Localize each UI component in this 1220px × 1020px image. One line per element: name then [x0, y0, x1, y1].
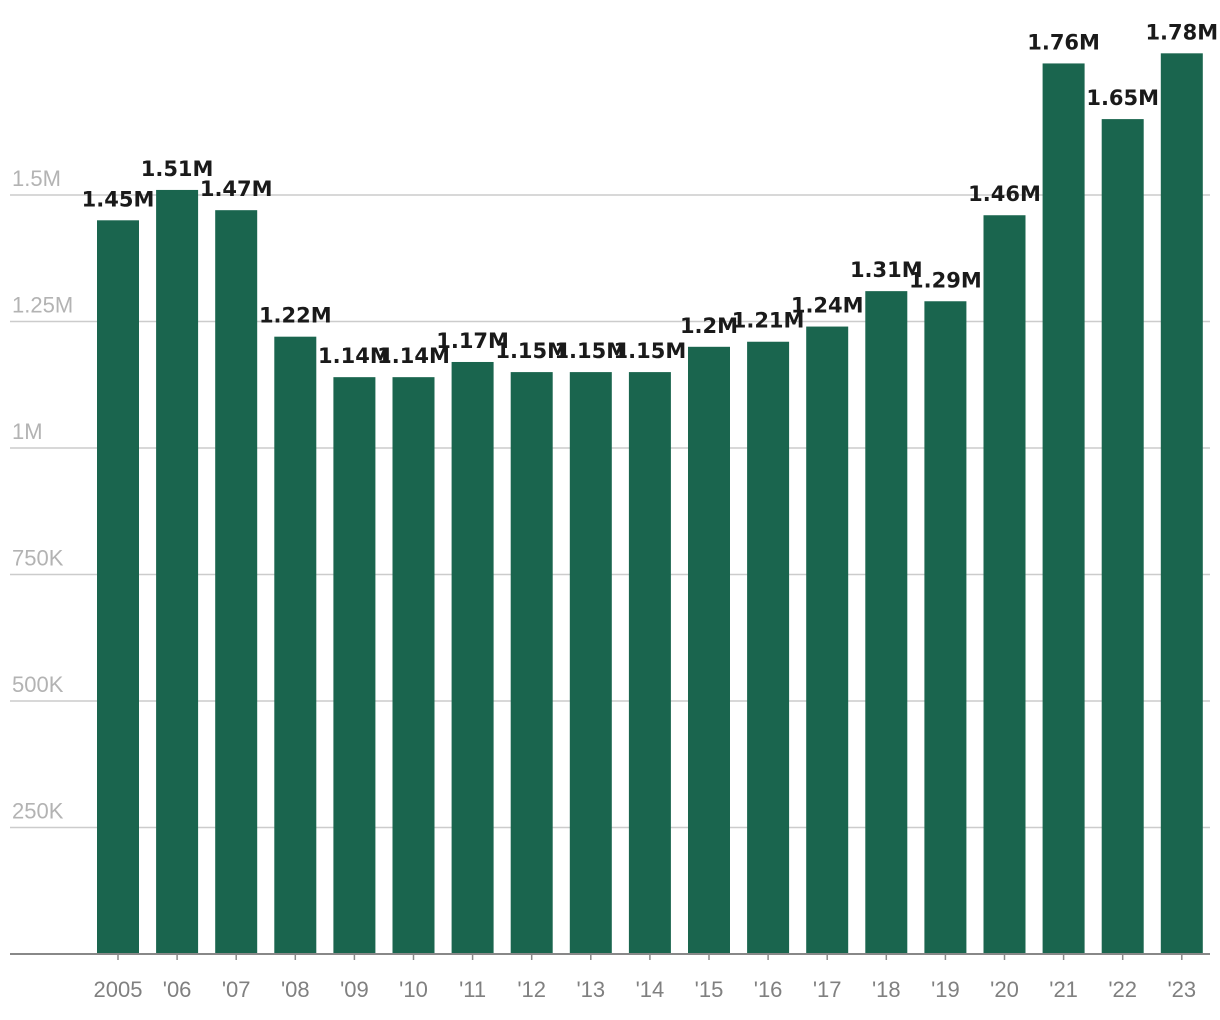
bar — [451, 361, 494, 955]
bar — [688, 346, 730, 954]
data-label: 1.78M — [1145, 20, 1218, 44]
data-label: 1.15M — [554, 339, 627, 363]
x-tick-label: '09 — [340, 977, 369, 1002]
bars — [97, 53, 1203, 955]
data-label: 1.51M — [141, 157, 214, 181]
bar — [333, 377, 376, 954]
x-tick-label: '18 — [872, 977, 901, 1002]
data-label: 1.14M — [318, 344, 391, 368]
y-tick-label: 500K — [12, 672, 64, 697]
bar — [924, 301, 967, 954]
bar — [747, 341, 790, 954]
bar — [983, 215, 1026, 955]
x-tick-label: '11 — [459, 977, 486, 1002]
x-tick-label: '06 — [163, 977, 192, 1002]
bar — [628, 372, 671, 955]
x-tick-label: '12 — [517, 977, 546, 1002]
bar — [215, 210, 258, 954]
x-tick-label: '07 — [222, 977, 251, 1002]
y-tick-label: 750K — [12, 546, 64, 571]
bar — [865, 291, 908, 954]
bar — [1101, 119, 1144, 955]
data-label: 1.14M — [377, 344, 450, 368]
bar — [806, 326, 849, 954]
x-tick-label: '16 — [754, 977, 783, 1002]
x-tick-label: '21 — [1049, 977, 1078, 1002]
data-label: 1.22M — [259, 304, 332, 328]
data-label: 1.29M — [909, 268, 982, 292]
x-tick-label: '20 — [990, 977, 1019, 1002]
x-tick-label: '14 — [636, 977, 665, 1002]
data-labels: 1.45M1.51M1.47M1.22M1.14M1.14M1.17M1.15M… — [82, 20, 1219, 368]
data-label: 1.46M — [968, 182, 1041, 206]
bar — [1042, 63, 1085, 954]
bar — [1160, 53, 1203, 954]
data-label: 1.76M — [1027, 30, 1100, 54]
bar — [569, 372, 612, 955]
x-tick-label: '23 — [1167, 977, 1196, 1002]
data-label: 1.45M — [82, 187, 155, 211]
data-label: 1.31M — [850, 258, 923, 282]
data-label: 1.47M — [200, 177, 273, 201]
data-label: 1.2M — [680, 314, 738, 338]
y-tick-label: 1.5M — [12, 166, 61, 191]
y-tick-label: 1.25M — [12, 293, 73, 318]
y-axis-tick-labels: 250K 500K 750K 1M 1.25M 1.5M — [12, 166, 73, 824]
x-tick-label: '19 — [931, 977, 960, 1002]
x-tick-label: '22 — [1108, 977, 1137, 1002]
data-label: 1.65M — [1086, 86, 1159, 110]
x-tick-label: '15 — [695, 977, 724, 1002]
x-tick-label: '08 — [281, 977, 310, 1002]
x-tick-label: '13 — [576, 977, 605, 1002]
data-label: 1.17M — [436, 329, 509, 353]
data-label: 1.24M — [791, 294, 864, 318]
x-axis-tick-labels: 2005 '06 '07 '08 '09 '10 '11 '12 '13 '14 '15 '16 '17… — [94, 954, 1196, 1002]
data-label: 1.15M — [614, 339, 687, 363]
bar — [97, 220, 139, 955]
y-tick-label: 1M — [12, 419, 43, 444]
y-tick-label: 250K — [12, 799, 64, 824]
bar — [392, 377, 435, 954]
data-label: 1.21M — [732, 309, 805, 333]
data-label: 1.15M — [495, 339, 568, 363]
x-tick-label: '10 — [399, 977, 428, 1002]
bar — [510, 372, 553, 955]
x-tick-label: 2005 — [94, 977, 143, 1002]
x-tick-label: '17 — [813, 977, 842, 1002]
bar — [156, 189, 199, 954]
bar — [274, 336, 317, 954]
